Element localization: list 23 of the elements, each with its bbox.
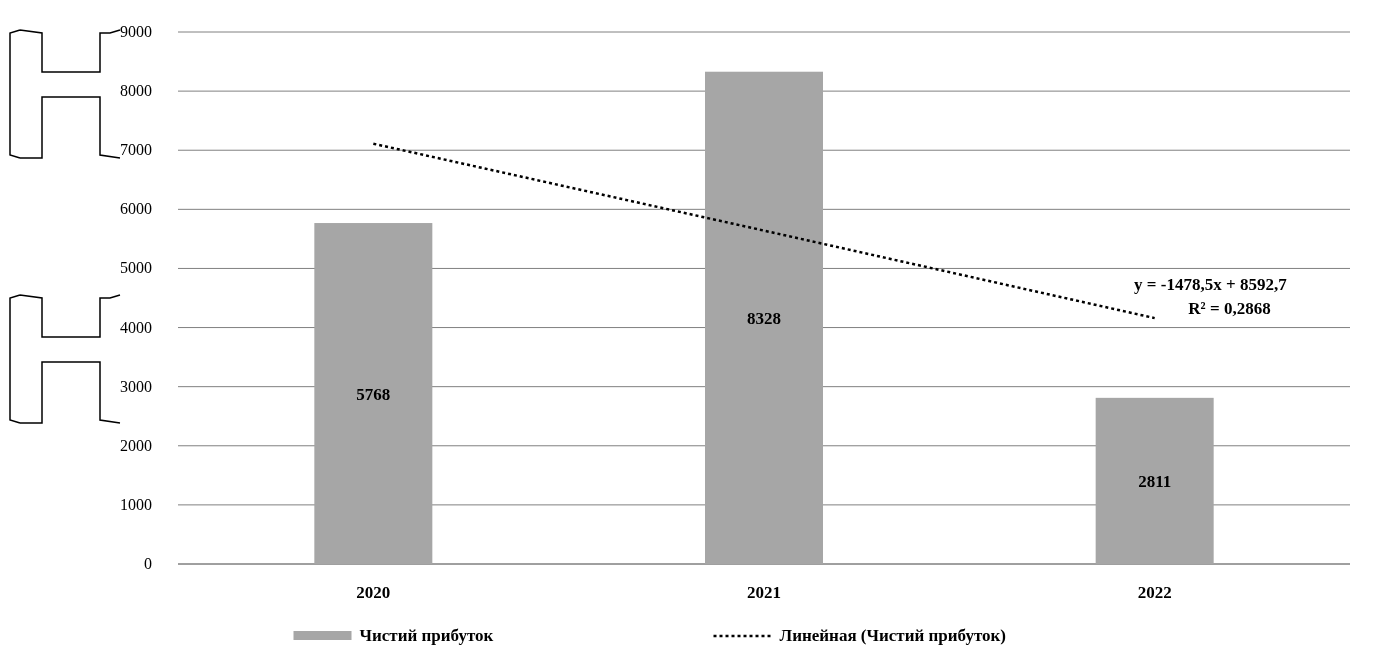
legend-label: Линейная (Чистий прибуток) [779,626,1006,645]
annotation: R² = 0,2868 [1188,299,1271,319]
y-tick-label: 2000 [120,436,152,454]
data-label: 2811 [1138,471,1172,491]
y-tick-label: 9000 [120,23,152,40]
y-tick-label: 1000 [120,495,152,513]
y-tick-label: 7000 [120,141,152,159]
x-tick-label: 2020 [356,583,391,602]
x-tick-label: 2021 [747,583,781,602]
y-tick-label: 3000 [120,377,152,395]
x-tick-label: 2022 [1137,583,1172,602]
y-tick-label: 5000 [120,259,152,277]
data-label: 8328 [747,308,781,328]
y-tick-label: 8000 [120,82,152,100]
y-tick-label: 4000 [120,318,152,336]
legend-label: Чистий прибуток [359,626,494,645]
data-label: 5768 [356,384,391,404]
annotation: y = -1478,5x + 8592,7 [1134,275,1288,295]
bar [314,223,433,564]
y-tick-label: 6000 [120,200,152,218]
y-tick-label: 0 [144,555,152,572]
bar [1095,397,1214,564]
bar [705,71,823,564]
